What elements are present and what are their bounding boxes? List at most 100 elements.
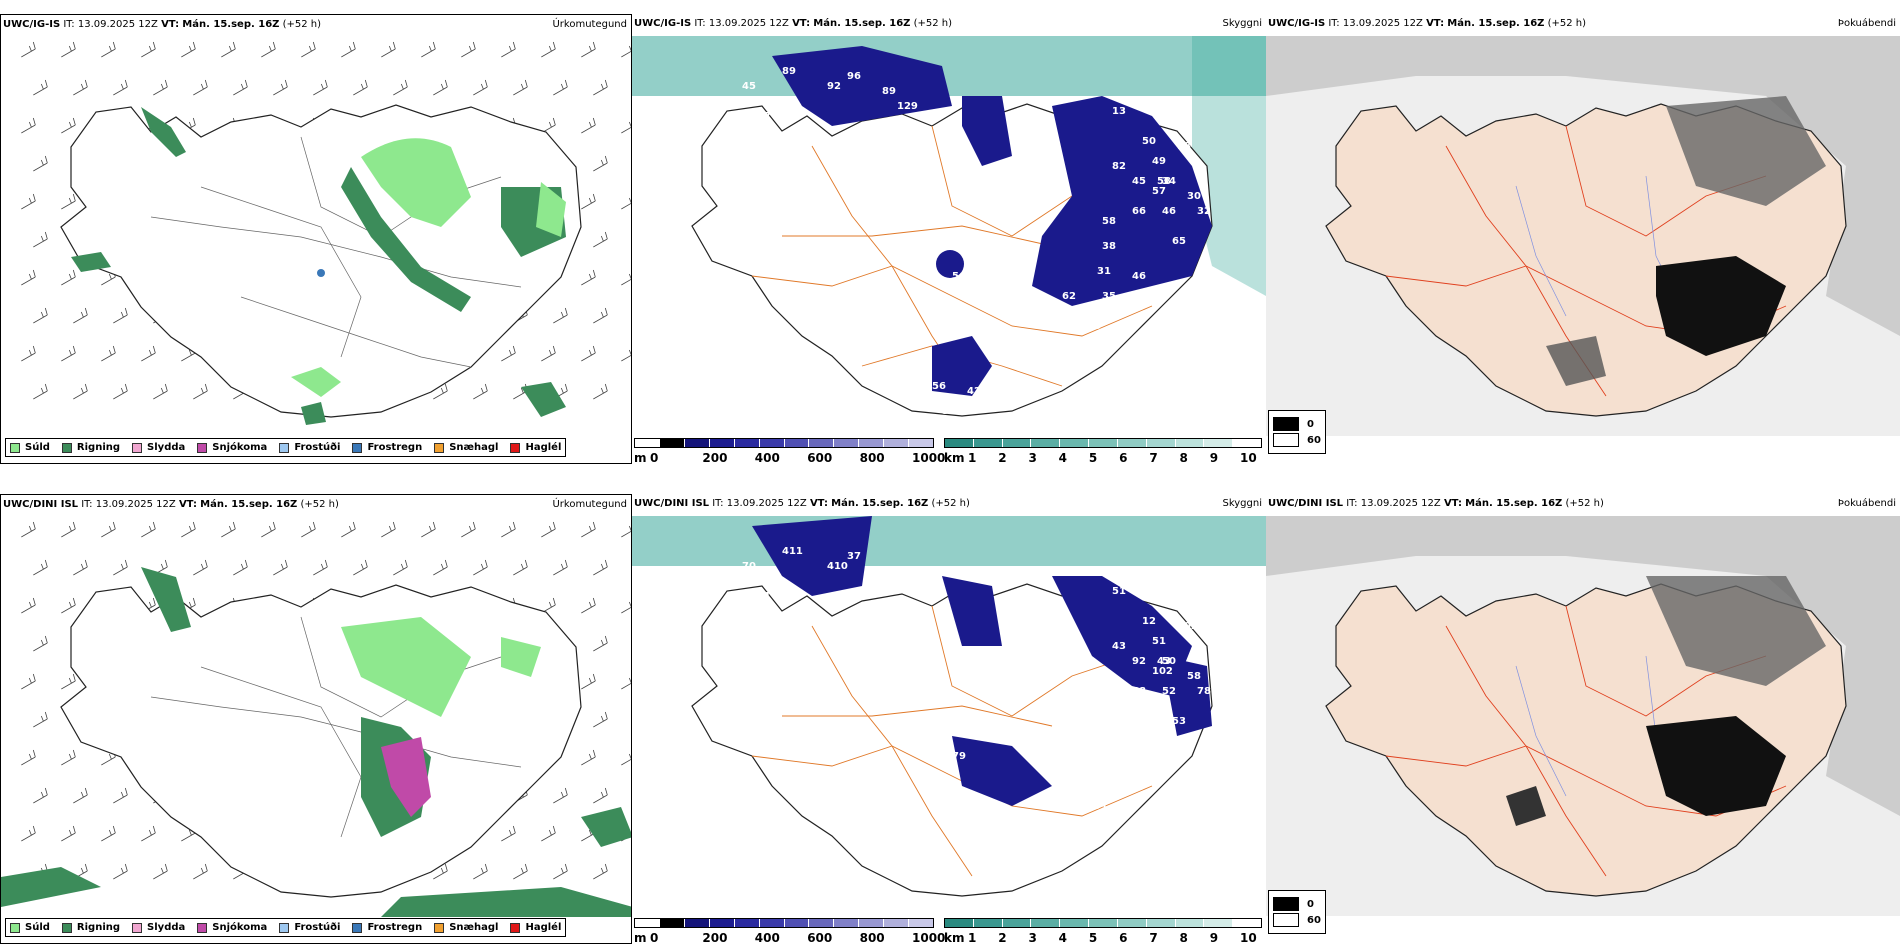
cloud-base-label: 45 [1097,746,1111,757]
legend-swatch [1273,913,1299,927]
wind-barb [621,601,631,614]
wind-barb [33,787,48,804]
wind-barb [33,711,48,728]
colorbar-segment [945,439,974,447]
wind-barb [61,673,76,690]
cloudbase-unit: m [634,931,647,944]
wind-barb [113,863,128,880]
colorbar-segment [1002,439,1032,447]
colorbar-tick: 800 [859,451,885,464]
colorbar-tick: 800 [859,931,885,944]
colorbar-tick: 7 [1149,451,1158,464]
colorbar-tick: 0 [650,931,659,944]
cloud-base-label: 43 [1102,771,1116,782]
cloud-base-label: 98 [1177,141,1191,152]
fog-legend: 0 60 [1268,410,1326,454]
colorbar-segment [1117,919,1147,927]
colorbar-tick: 1000 [912,931,946,944]
wind-barb [61,193,76,210]
colorbar-segment [859,439,885,447]
wind-barb [141,41,156,58]
colorbar-segment [684,919,710,927]
cloud-base-label: 50 [1142,136,1156,147]
cloud-base-label: 50 [1162,656,1176,667]
wind-barb [593,79,608,96]
fog-legend: 0 60 [1268,890,1326,934]
cloud-base-label: 411 [782,546,803,557]
colorbar-tick: 1 [968,931,977,944]
colorbar-tick: 4 [1058,931,1068,944]
wind-barb [501,41,516,58]
legend-label: Frostregn [367,922,423,933]
precip-legend-item: Rigning [61,922,120,933]
wind-barb [621,45,631,58]
cloud-base-label: 51 [1102,721,1116,732]
colorbar-segment [884,919,910,927]
colorbar-tick: 6 [1119,931,1128,944]
legend-swatch [197,922,208,933]
colorbar-segment [659,439,685,447]
cloud-base-label: 62 [1062,291,1076,302]
precip-panel-top: UWC/IG-IS IT: 13.09.2025 12Z VT: Mán. 15… [0,14,632,464]
colorbar-segment [884,439,910,447]
cloud-panel-top: UWC/IG-IS IT: 13.09.2025 12Z VT: Mán. 15… [632,14,1266,464]
legend-swatch [434,442,445,453]
wind-barb [33,307,48,324]
colorbar-segment [973,919,1003,927]
legend-label: Rigning [76,442,121,453]
cloud-base-label: 129 [897,101,918,112]
cloud-base-label: 82 [1112,161,1126,172]
cloud-base-label: 46 [1132,271,1146,282]
colorbar-segment [1175,439,1205,447]
fog-panel-bottom: UWC/DINI ISL IT: 13.09.2025 12Z VT: Mán.… [1266,494,1900,944]
wind-barb [353,79,368,96]
wind-barb [433,79,448,96]
wind-barb [141,825,156,842]
cloud-base-label: 58 [1187,671,1201,682]
wind-barb [101,825,116,842]
colorbar-tick: 1 [968,451,977,464]
fog-legend-min: 0 [1307,418,1314,430]
wind-barb [553,307,568,324]
cloud-panel-bottom: UWC/DINI ISL IT: 13.09.2025 12Z VT: Mán.… [632,494,1266,944]
wind-barb [553,787,568,804]
cloud-base-label: 13 [1112,106,1126,117]
precip-legend: Súld Rigning Slydda Snjókoma Frostúði Frostre… [5,918,567,937]
wind-barb [221,521,236,538]
cloud-base-label: 35 [1102,291,1116,302]
precip-legend-item: Snæhagl [434,442,498,453]
wind-barb [541,345,556,362]
colorbar-segment [709,439,735,447]
colorbar-segment [759,439,785,447]
wind-barb [73,307,88,324]
legend-label: Slydda [147,922,186,933]
cloud-base-label: 89 [882,86,896,97]
wind-barb [193,79,208,96]
wind-barb [621,753,631,766]
wind-barb [61,521,76,538]
wind-barb [193,559,208,576]
wind-barb [33,79,48,96]
wind-barb [581,597,596,614]
colorbar-tick: 7 [1149,931,1158,944]
panel-title: Úrkomutegund [552,499,627,510]
wind-barb [153,79,168,96]
colorbar-tick: 8 [1179,451,1188,464]
colorbar-segment [734,439,760,447]
precip-map [1,521,631,917]
legend-label: Frostúði [294,922,341,933]
colorbar-segment [945,919,974,927]
legend-swatch [61,442,72,453]
legend-label: Frostúði [294,442,341,453]
cloud-base-label: 66 [1132,206,1146,217]
cloud-map [632,516,1266,897]
colorbar-tick: 0 [650,451,659,464]
cloud-base-label: 86 [882,566,896,577]
cloud-base-label: 56 [932,381,946,392]
legend-label: Súld [25,442,50,453]
wind-barb [501,825,516,842]
wind-barb [21,41,36,58]
colorbar-segment [1146,439,1176,447]
wind-barb [473,863,488,880]
cloud-base-label: 43 [1112,641,1126,652]
